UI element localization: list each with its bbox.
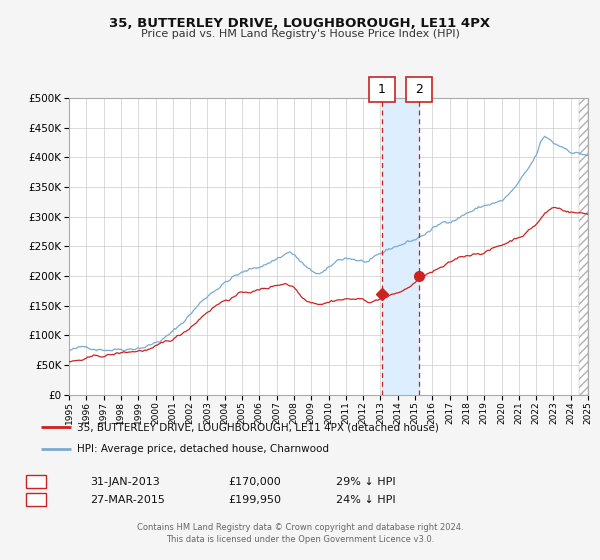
- Bar: [382, 98, 419, 395]
- Text: £170,000: £170,000: [228, 477, 281, 487]
- Text: 2: 2: [415, 83, 423, 96]
- Bar: [580, 98, 588, 395]
- Text: 2: 2: [32, 494, 40, 505]
- Text: 35, BUTTERLEY DRIVE, LOUGHBOROUGH, LE11 4PX (detached house): 35, BUTTERLEY DRIVE, LOUGHBOROUGH, LE11 …: [77, 422, 439, 432]
- Text: 1: 1: [378, 83, 386, 96]
- Text: 29% ↓ HPI: 29% ↓ HPI: [336, 477, 395, 487]
- Text: HPI: Average price, detached house, Charnwood: HPI: Average price, detached house, Char…: [77, 444, 329, 454]
- Text: 31-JAN-2013: 31-JAN-2013: [90, 477, 160, 487]
- Text: This data is licensed under the Open Government Licence v3.0.: This data is licensed under the Open Gov…: [166, 535, 434, 544]
- Text: 35, BUTTERLEY DRIVE, LOUGHBOROUGH, LE11 4PX: 35, BUTTERLEY DRIVE, LOUGHBOROUGH, LE11 …: [109, 17, 491, 30]
- Text: 1: 1: [32, 477, 40, 487]
- Bar: [580, 98, 588, 395]
- Text: Price paid vs. HM Land Registry's House Price Index (HPI): Price paid vs. HM Land Registry's House …: [140, 29, 460, 39]
- Text: £199,950: £199,950: [228, 494, 281, 505]
- Text: 24% ↓ HPI: 24% ↓ HPI: [336, 494, 395, 505]
- Text: 27-MAR-2015: 27-MAR-2015: [90, 494, 165, 505]
- Text: Contains HM Land Registry data © Crown copyright and database right 2024.: Contains HM Land Registry data © Crown c…: [137, 523, 463, 532]
